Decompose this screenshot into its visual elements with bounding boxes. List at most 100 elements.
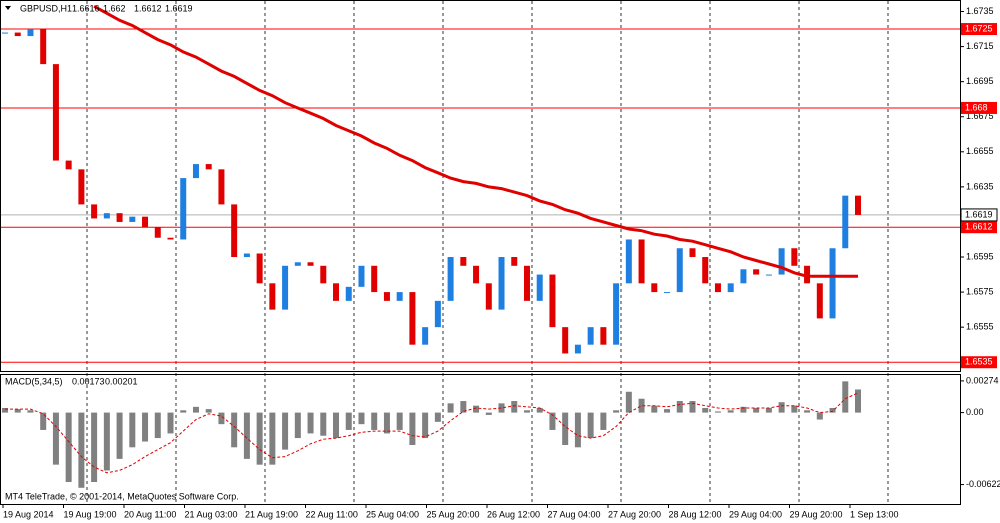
candle [740,269,747,284]
macd-bar [116,412,123,459]
macd-bar [664,409,671,413]
macd-bar [842,381,849,413]
candle [192,164,199,179]
menu-arrow [5,6,11,10]
symbol-title: GBPUSD,H1 [20,3,72,13]
candle [205,164,212,170]
x-tick-label: 21 Aug 19:00 [245,509,298,519]
candle [282,265,289,310]
macd-bar [371,412,378,430]
candle [422,327,429,345]
y-tick-label: 1.6575 [966,286,994,296]
candle [778,248,785,275]
macd-bar [702,407,709,413]
macd-bar [14,409,21,413]
y-tick-label: 1.6735 [966,6,994,16]
candle [218,169,225,205]
macd-bar [256,412,263,465]
candle [765,274,772,276]
macd-bar [804,410,811,413]
macd-bar [460,401,467,413]
macd-bar [333,412,340,439]
candle [78,169,85,205]
x-tick-label: 29 Aug 04:00 [729,509,782,519]
x-tick-label: 22 Aug 11:00 [306,509,358,519]
x-tick-label: 29 Aug 20:00 [790,509,843,519]
macd-bar [218,412,225,425]
candle [511,257,518,266]
x-tick-label: 19 Aug 19:00 [64,509,117,519]
candle [676,248,683,293]
ohlc-value: 1.6616 [72,3,100,13]
candle [791,248,798,266]
macd-panel [0,374,961,505]
macd-bar [103,412,110,471]
candle [243,253,250,258]
macd-bar [753,407,760,413]
macd-signal [5,392,859,474]
candle [231,204,238,258]
macd-bar [142,412,149,442]
candle [371,265,378,293]
level-label: 1.6612 [965,222,993,232]
macd-bar [816,412,823,420]
candle [549,274,556,328]
candle [358,265,365,287]
macd-bar [600,412,607,430]
macd-bar [523,410,530,413]
candle [154,227,161,238]
y-tick-label: 1.6675 [966,111,994,121]
candle [523,265,530,301]
macd-bar [778,402,785,413]
candle [587,327,594,345]
candle [855,195,861,215]
macd-bar [587,412,594,439]
candle [167,237,174,240]
macd-bar [689,401,696,413]
macd-bar [396,412,403,430]
macd-bar [511,401,518,413]
candle [103,213,110,219]
candle [485,283,492,310]
macd-y-tick-label: -0.00622 [966,479,1000,489]
candle [600,327,607,345]
candle [180,178,187,240]
level-label: 1.668 [965,102,988,112]
macd-bar [536,407,543,413]
macd-y-tick-label: 0.00274 [966,375,999,385]
candle [842,195,849,249]
macd-bar [91,412,98,483]
macd-bar [855,389,861,413]
macd-bar [549,412,556,430]
candle [816,283,823,319]
candle [714,283,721,293]
candle [345,286,352,301]
x-tick-label: 1 Sep 13:00 [850,509,899,519]
candle [409,292,416,345]
x-tick-label: 25 Aug 04:00 [366,509,419,519]
candle [65,160,72,170]
macd-bar [307,412,314,434]
y-tick-label: 1.6555 [966,322,994,332]
candle [574,344,581,354]
candle [727,283,734,293]
x-tick-label: 21 Aug 03:00 [185,509,238,519]
x-tick-label: 20 Aug 11:00 [124,509,176,519]
level-label: 1.6725 [965,23,993,33]
candle [91,204,98,219]
macd-bar [383,412,390,434]
macd-bar [40,412,47,430]
candle [14,32,21,37]
candle [294,262,301,266]
macd-bar [2,407,8,413]
ohlc-value: 1.6612 [134,3,162,13]
candle [129,216,136,222]
candle [256,253,263,284]
macd-bar [358,412,365,425]
candle [447,257,454,301]
macd-bar [625,391,632,413]
x-tick-label: 19 Aug 2014 [3,509,54,519]
macd-bar [52,412,59,465]
